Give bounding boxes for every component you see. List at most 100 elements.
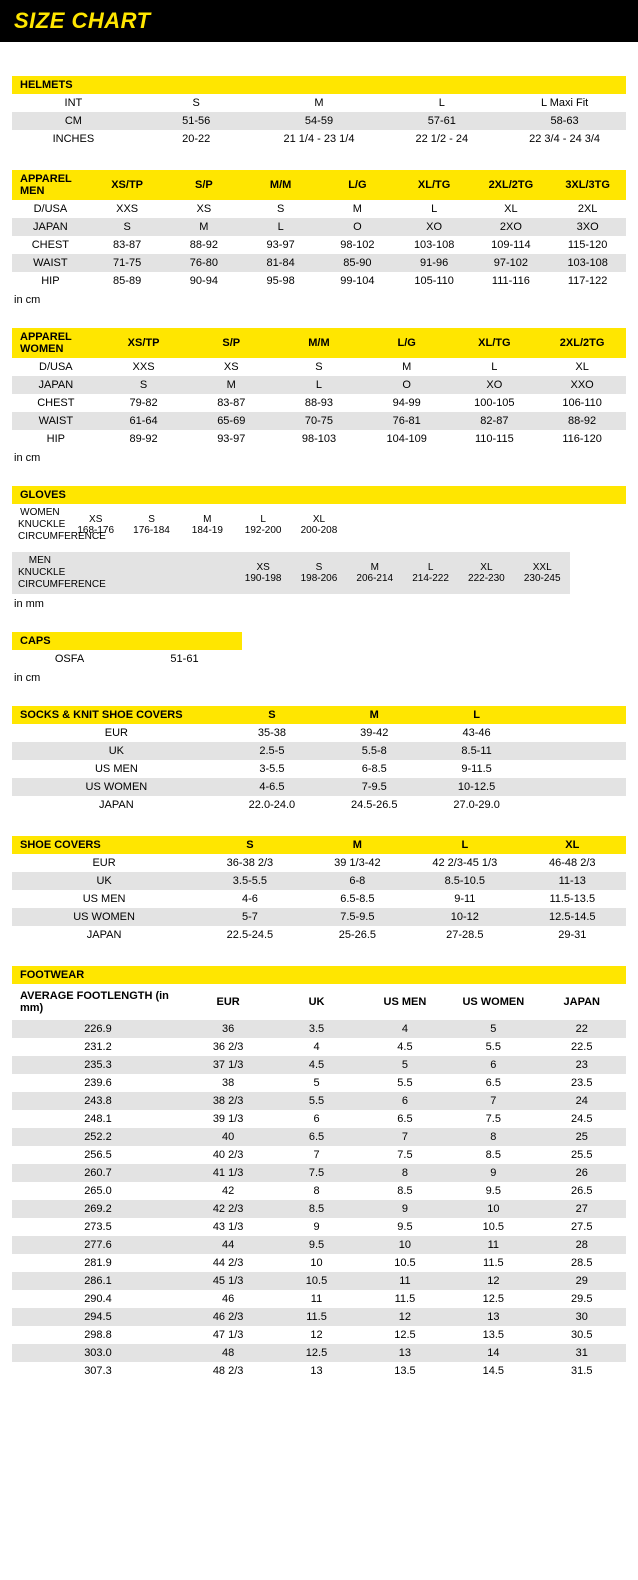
row-label: HIP (12, 272, 89, 290)
row-label: JAPAN (12, 796, 221, 814)
cell: 22.0-24.0 (221, 796, 323, 814)
unit-label: in mm (12, 598, 626, 610)
cell: 65-69 (187, 412, 275, 430)
cell: 42 2/3-45 1/3 (411, 854, 518, 872)
cell: 8.5 (272, 1200, 360, 1218)
cell: XS (166, 200, 243, 218)
cell: XL222-230 (459, 552, 515, 594)
footwear-section: FOOTWEAR AVERAGE FOOTLENGTH (in mm)EURUK… (12, 966, 626, 1380)
row-label: INT (12, 94, 135, 112)
socks-header: SOCKS & KNIT SHOE COVERS (12, 706, 221, 724)
cell: 37 1/3 (184, 1056, 272, 1074)
cell: 24.5 (538, 1110, 626, 1128)
cell: 13 (272, 1362, 360, 1380)
size-header: 2XL/2TG (538, 328, 626, 358)
cell (528, 796, 626, 814)
cell: 42 2/3 (184, 1200, 272, 1218)
cell: 10.5 (272, 1272, 360, 1290)
row-label: UK (12, 872, 196, 890)
cell: S (242, 200, 319, 218)
cell: 5-7 (196, 908, 303, 926)
cell: 30 (538, 1308, 626, 1326)
cell: 105-110 (396, 272, 473, 290)
cell: 7.5 (272, 1164, 360, 1182)
cell: L (275, 376, 363, 394)
row-label: US WOMEN (12, 908, 196, 926)
helmets-table: HELMETS INTSMLL Maxi FitCM51-5654-5957-6… (12, 76, 626, 148)
cell: 79-82 (100, 394, 188, 412)
cell: O (319, 218, 396, 236)
cell (528, 742, 626, 760)
cell: 12.5 (449, 1290, 537, 1308)
cell: 9.5 (272, 1236, 360, 1254)
cell: 5 (361, 1056, 449, 1074)
cell (570, 504, 626, 546)
size-header: M (323, 706, 425, 724)
cell: 83-87 (187, 394, 275, 412)
cell: 58-63 (503, 112, 626, 130)
cell: 116-120 (538, 430, 626, 448)
cell: M (363, 358, 451, 376)
footwear-col-header: JAPAN (538, 984, 626, 1020)
cell: 25.5 (538, 1146, 626, 1164)
cell: XL (538, 358, 626, 376)
cell: L (396, 200, 473, 218)
cell: 12 (449, 1272, 537, 1290)
cell: 27 (538, 1200, 626, 1218)
cell: 2.5-5 (221, 742, 323, 760)
cell: 25-26.5 (304, 926, 411, 944)
cell: 14.5 (449, 1362, 537, 1380)
cell: 40 (184, 1128, 272, 1146)
cell: 51-56 (135, 112, 258, 130)
cell: XL (473, 200, 550, 218)
cell: XXS (89, 200, 166, 218)
cell (459, 504, 515, 546)
cell: 103-108 (396, 236, 473, 254)
cell: XO (396, 218, 473, 236)
cell: 21 1/4 - 23 1/4 (258, 130, 381, 148)
cell: 26.5 (538, 1182, 626, 1200)
cell: 8 (272, 1182, 360, 1200)
cell: 36 (184, 1020, 272, 1038)
cell: 106-110 (538, 394, 626, 412)
cell: 99-104 (319, 272, 396, 290)
size-header: L/G (363, 328, 451, 358)
cell: 89-92 (100, 430, 188, 448)
cell: 260.7 (12, 1164, 184, 1182)
cell: 36 2/3 (184, 1038, 272, 1056)
cell: 44 (184, 1236, 272, 1254)
cell: 43-46 (425, 724, 527, 742)
cell: 41 1/3 (184, 1164, 272, 1182)
cell: 26 (538, 1164, 626, 1182)
cell: 20-22 (135, 130, 258, 148)
cell: 2XL (549, 200, 626, 218)
gloves-header: GLOVES (12, 486, 626, 504)
cell: 4.5 (361, 1038, 449, 1056)
apparel-women-table: APPAREL WOMENXS/TPS/PM/ML/GXL/TG2XL/2TG … (12, 328, 626, 448)
cell: 70-75 (275, 412, 363, 430)
cell: 111-116 (473, 272, 550, 290)
caps-label: OSFA (12, 650, 127, 668)
cell: 277.6 (12, 1236, 184, 1254)
cell: 11 (361, 1272, 449, 1290)
size-header: M/M (242, 170, 319, 200)
cell: 5.5-8 (323, 742, 425, 760)
cell: 85-89 (89, 272, 166, 290)
cell: 11.5 (449, 1254, 537, 1272)
cell: M (187, 376, 275, 394)
cell: 9-11.5 (425, 760, 527, 778)
cell: 39 1/3-42 (304, 854, 411, 872)
cell: 4 (361, 1020, 449, 1038)
cell: 23 (538, 1056, 626, 1074)
cell: 10 (361, 1236, 449, 1254)
cell: 45 1/3 (184, 1272, 272, 1290)
cell: 117-122 (549, 272, 626, 290)
apparel-men-section: APPAREL MENXS/TPS/PM/ML/GXL/TG2XL/2TG3XL… (12, 170, 626, 306)
unit-label: in cm (12, 294, 626, 306)
unit-label: in cm (12, 672, 626, 684)
cell: 7.5-9.5 (304, 908, 411, 926)
cell: 10-12.5 (425, 778, 527, 796)
gloves-section: GLOVES WOMENKNUCKLE CIRCUMFERENCEXS168-1… (12, 486, 626, 610)
cell: 25 (538, 1128, 626, 1146)
cell (528, 760, 626, 778)
